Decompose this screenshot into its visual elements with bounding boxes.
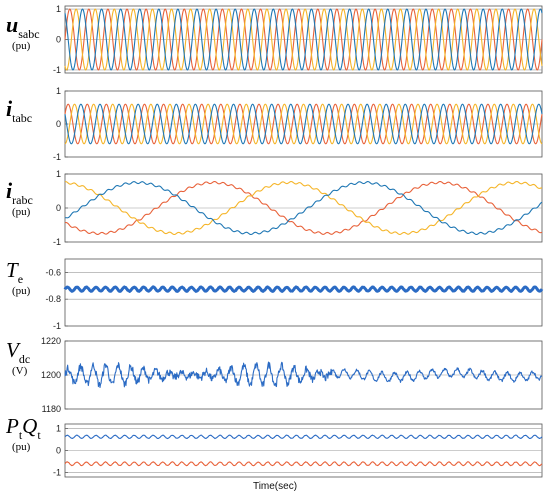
series-usabc-1 <box>64 8 543 71</box>
series-te-1 <box>63 285 544 293</box>
series-ptqt-1 <box>64 434 543 440</box>
tick-label: 1220 <box>41 336 61 346</box>
ylabel-te: Te (pu) <box>6 258 31 297</box>
tick-label: -1 <box>53 237 61 247</box>
tick-label: -0.8 <box>45 294 61 304</box>
tick-label: -1 <box>53 468 61 478</box>
series-vdc-1 <box>64 361 543 389</box>
tick-label: -0.6 <box>45 267 61 277</box>
panel-vdc: 1220 1200 1180 <box>41 336 543 414</box>
tick-label: 0 <box>56 203 61 213</box>
ylabel-vdc: Vdc (V) <box>6 338 31 377</box>
tick-label: 1200 <box>41 370 61 380</box>
series-usabc-2 <box>64 8 543 71</box>
tick-label: -1 <box>53 321 61 331</box>
series-irabc-2 <box>64 180 543 236</box>
panel-ptqt: 1 0 -1 <box>53 423 543 478</box>
tick-label: 1 <box>56 4 61 14</box>
x-axis-label: Time(sec) <box>252 481 298 492</box>
tick-label: 0 <box>56 119 61 129</box>
ylabel-ptqt: PtQt (pu) <box>6 414 41 453</box>
tick-label: 0 <box>56 35 61 45</box>
panel-te: -0.6 -0.8 -1 <box>45 258 544 331</box>
series-ptqt-2 <box>64 461 543 467</box>
panel-frame <box>64 258 543 327</box>
tick-label: 1 <box>56 169 61 179</box>
series-irabc-3 <box>64 181 543 236</box>
ylabel-usabc: usabc (pu) <box>6 12 40 52</box>
tick-label: 1 <box>56 423 61 433</box>
panel-irabc: 1 0 -1 <box>53 169 543 247</box>
ylabel-itabc: itabc <box>6 96 33 125</box>
series-usabc-3 <box>64 8 543 71</box>
tick-label: 0 <box>56 446 61 456</box>
ylabel-irabc: irabc (pu) <box>6 178 33 218</box>
tick-label: 1 <box>56 86 61 96</box>
tick-label: -1 <box>53 65 61 75</box>
series-irabc-1 <box>64 180 543 236</box>
series-itabc-3 <box>64 103 543 145</box>
tick-label: 1180 <box>42 404 61 414</box>
panel-usabc: 1 0 -1 <box>53 4 543 75</box>
panel-itabc: 1 0 -1 <box>53 86 543 162</box>
tick-label: -1 <box>53 152 61 162</box>
